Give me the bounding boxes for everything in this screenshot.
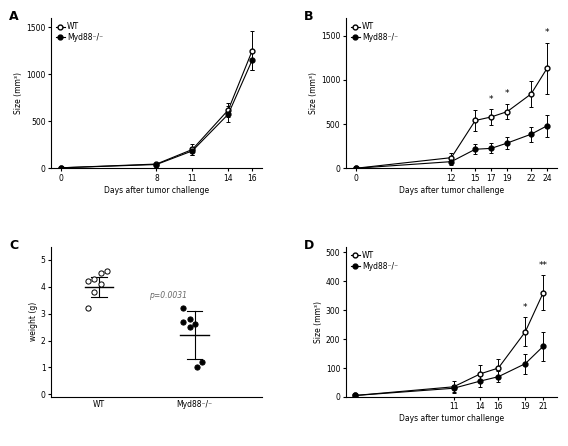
Text: C: C <box>9 239 18 252</box>
Point <box>179 318 188 325</box>
Text: *: * <box>545 28 549 37</box>
Point <box>97 281 106 288</box>
X-axis label: Days after tumor challenge: Days after tumor challenge <box>399 414 504 423</box>
Text: A: A <box>9 10 19 23</box>
Text: *: * <box>489 95 494 103</box>
Legend: WT, Myd88⁻/⁻: WT, Myd88⁻/⁻ <box>350 250 399 271</box>
Y-axis label: Size (mm³): Size (mm³) <box>310 72 318 114</box>
Point <box>102 267 111 274</box>
Point <box>97 270 106 277</box>
Text: *: * <box>523 302 528 312</box>
Legend: WT, Myd88⁻/⁻: WT, Myd88⁻/⁻ <box>55 22 104 43</box>
Point <box>83 305 92 312</box>
Point <box>185 323 194 330</box>
X-axis label: Days after tumor challenge: Days after tumor challenge <box>104 186 209 194</box>
Point <box>90 275 99 282</box>
Point <box>190 321 199 328</box>
Text: B: B <box>304 10 314 23</box>
Point <box>192 364 201 371</box>
Point <box>179 305 188 312</box>
Y-axis label: weight (g): weight (g) <box>29 302 38 341</box>
Y-axis label: Size (mm³): Size (mm³) <box>14 72 23 114</box>
Text: **: ** <box>538 260 548 270</box>
Legend: WT, Myd88⁻/⁻: WT, Myd88⁻/⁻ <box>350 22 399 43</box>
Point <box>83 278 92 285</box>
Text: p=0.0031: p=0.0031 <box>149 290 187 300</box>
Point <box>198 359 207 366</box>
Point <box>185 315 194 322</box>
Text: *: * <box>505 89 509 99</box>
Point <box>90 289 99 296</box>
Y-axis label: Size (mm³): Size (mm³) <box>314 301 323 343</box>
Text: D: D <box>304 239 314 252</box>
X-axis label: Days after tumor challenge: Days after tumor challenge <box>399 186 504 194</box>
